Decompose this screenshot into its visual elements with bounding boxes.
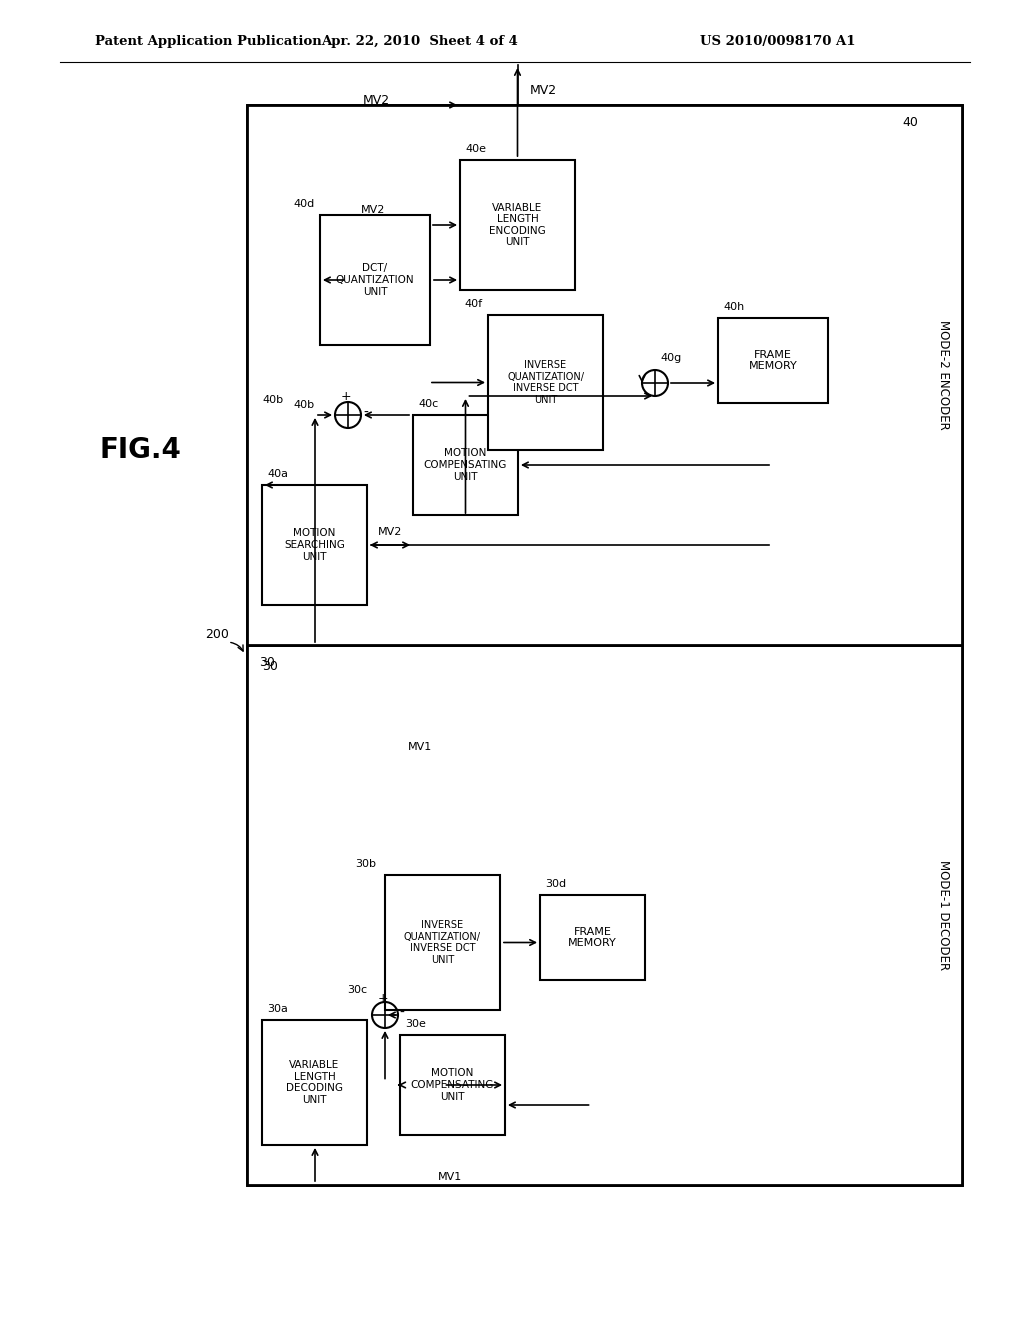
Text: US 2010/0098170 A1: US 2010/0098170 A1 bbox=[700, 36, 855, 49]
Text: 40b: 40b bbox=[293, 400, 314, 411]
Text: MV1: MV1 bbox=[438, 1172, 462, 1181]
Text: MV2: MV2 bbox=[378, 527, 402, 537]
Text: 30e: 30e bbox=[406, 1019, 426, 1030]
Text: MV2: MV2 bbox=[360, 205, 385, 215]
Text: +: + bbox=[378, 991, 388, 1005]
Bar bbox=[385, 875, 500, 1010]
Text: 30d: 30d bbox=[545, 879, 566, 888]
Bar bbox=[247, 645, 962, 1185]
Text: 40e: 40e bbox=[465, 144, 486, 154]
Text: 40: 40 bbox=[902, 116, 918, 129]
Bar bbox=[488, 315, 603, 450]
Text: MOTION
COMPENSATING
UNIT: MOTION COMPENSATING UNIT bbox=[411, 1068, 495, 1102]
Text: MOTION
COMPENSATING
UNIT: MOTION COMPENSATING UNIT bbox=[424, 449, 507, 482]
Text: MV2: MV2 bbox=[362, 94, 390, 107]
Bar bbox=[460, 160, 575, 290]
Text: 30c: 30c bbox=[347, 985, 367, 995]
Text: DCT/
QUANTIZATION
UNIT: DCT/ QUANTIZATION UNIT bbox=[336, 264, 415, 297]
Text: MOTION
SEARCHING
UNIT: MOTION SEARCHING UNIT bbox=[284, 528, 345, 561]
Bar bbox=[262, 1020, 367, 1144]
Text: Apr. 22, 2010  Sheet 4 of 4: Apr. 22, 2010 Sheet 4 of 4 bbox=[322, 36, 518, 49]
Bar bbox=[718, 318, 828, 403]
Text: 40h: 40h bbox=[723, 302, 744, 312]
Bar bbox=[540, 895, 645, 979]
Text: 40b: 40b bbox=[262, 395, 283, 405]
Text: 40a: 40a bbox=[267, 469, 288, 479]
Text: MODE-2 ENCODER: MODE-2 ENCODER bbox=[938, 321, 950, 430]
Text: VARIABLE
LENGTH
DECODING
UNIT: VARIABLE LENGTH DECODING UNIT bbox=[286, 1060, 343, 1105]
Text: FRAME
MEMORY: FRAME MEMORY bbox=[749, 350, 798, 371]
Text: 200: 200 bbox=[205, 628, 229, 642]
Text: 30b: 30b bbox=[355, 859, 376, 869]
Text: -: - bbox=[399, 1006, 404, 1020]
Text: 40c: 40c bbox=[418, 399, 438, 409]
Bar bbox=[319, 215, 430, 345]
Text: FRAME
MEMORY: FRAME MEMORY bbox=[568, 927, 616, 948]
Text: Patent Application Publication: Patent Application Publication bbox=[95, 36, 322, 49]
Text: 30: 30 bbox=[259, 656, 274, 669]
Text: 40f: 40f bbox=[465, 300, 483, 309]
Bar bbox=[247, 106, 962, 645]
Text: 40d: 40d bbox=[294, 199, 315, 209]
Text: FIG.4: FIG.4 bbox=[100, 436, 182, 465]
Text: INVERSE
QUANTIZATION/
INVERSE DCT
UNIT: INVERSE QUANTIZATION/ INVERSE DCT UNIT bbox=[404, 920, 481, 965]
Text: +: + bbox=[341, 391, 351, 404]
Bar bbox=[247, 106, 962, 1185]
Bar bbox=[262, 484, 367, 605]
Text: INVERSE
QUANTIZATION/
INVERSE DCT
UNIT: INVERSE QUANTIZATION/ INVERSE DCT UNIT bbox=[507, 360, 584, 405]
Bar bbox=[400, 1035, 505, 1135]
Text: 30a: 30a bbox=[267, 1005, 288, 1014]
Text: MODE-1 DECODER: MODE-1 DECODER bbox=[938, 859, 950, 970]
Text: MV1: MV1 bbox=[408, 742, 432, 752]
Text: -: - bbox=[364, 407, 369, 420]
Bar bbox=[413, 414, 518, 515]
Text: MV2: MV2 bbox=[530, 83, 557, 96]
Text: 30: 30 bbox=[262, 660, 278, 673]
Text: VARIABLE
LENGTH
ENCODING
UNIT: VARIABLE LENGTH ENCODING UNIT bbox=[489, 202, 546, 247]
Text: 40g: 40g bbox=[660, 352, 681, 363]
